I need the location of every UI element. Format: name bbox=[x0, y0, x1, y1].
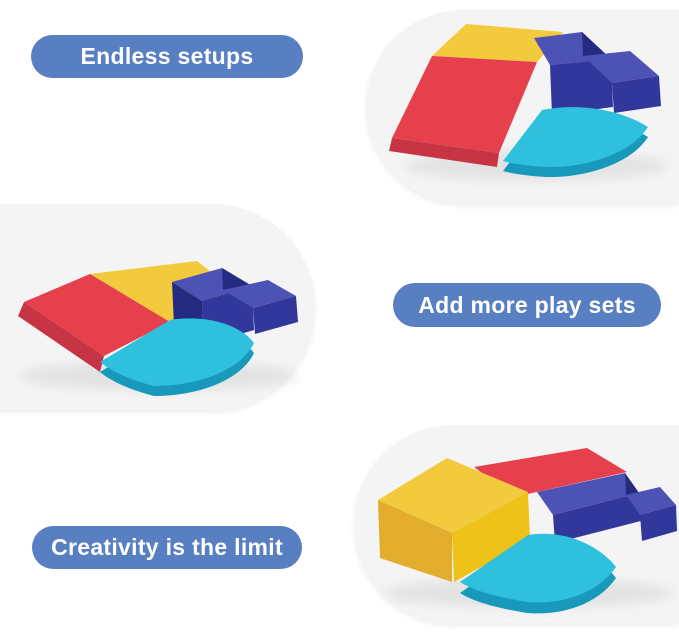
quarter-round-top-face bbox=[100, 318, 254, 386]
stairs-upper-front-face bbox=[550, 59, 613, 115]
creativity-limit-label: Creativity is the limit bbox=[51, 534, 283, 560]
endless-setups-label: Endless setups bbox=[80, 43, 254, 69]
photo-panel-top-right bbox=[366, 10, 679, 203]
red-wedge-side-face bbox=[18, 302, 104, 372]
stairs-lower-front-face bbox=[640, 505, 677, 541]
stairs-upper-front-face bbox=[553, 493, 641, 543]
photo-panel-middle-left bbox=[0, 204, 315, 410]
stairs-upper-top-face bbox=[537, 473, 639, 515]
playset-photo-2 bbox=[18, 261, 298, 396]
playset-photo-3 bbox=[378, 448, 677, 614]
yellow-block-top-face bbox=[378, 458, 528, 533]
playset-photo-1 bbox=[389, 24, 668, 181]
stairs-lower-top-face bbox=[223, 280, 296, 308]
stairs-lower-top-face bbox=[583, 51, 659, 83]
yellow-block-right-face bbox=[452, 492, 530, 582]
red-wedge-slope-face bbox=[24, 274, 170, 356]
yellow-block-left-face bbox=[378, 500, 452, 582]
red-ramp-slope-face bbox=[392, 56, 537, 153]
red-wedge-roof-face bbox=[474, 448, 627, 497]
red-ramp-side-face bbox=[389, 138, 499, 167]
stairs-lower-top-face bbox=[626, 487, 676, 515]
photo-panel-bottom-right bbox=[354, 425, 679, 623]
add-more-play-sets-badge: Add more play sets bbox=[393, 283, 661, 327]
quarter-round-top-face bbox=[503, 107, 648, 168]
stairs-lower-front-face bbox=[253, 296, 298, 334]
quarter-round-top-face bbox=[460, 533, 616, 603]
endless-setups-badge: Endless setups bbox=[31, 35, 303, 78]
yellow-wedge-top-face bbox=[432, 24, 563, 62]
add-more-play-sets-label: Add more play sets bbox=[418, 291, 636, 318]
creativity-limit-badge: Creativity is the limit bbox=[32, 526, 302, 569]
stairs-lower-front-face bbox=[612, 76, 661, 113]
